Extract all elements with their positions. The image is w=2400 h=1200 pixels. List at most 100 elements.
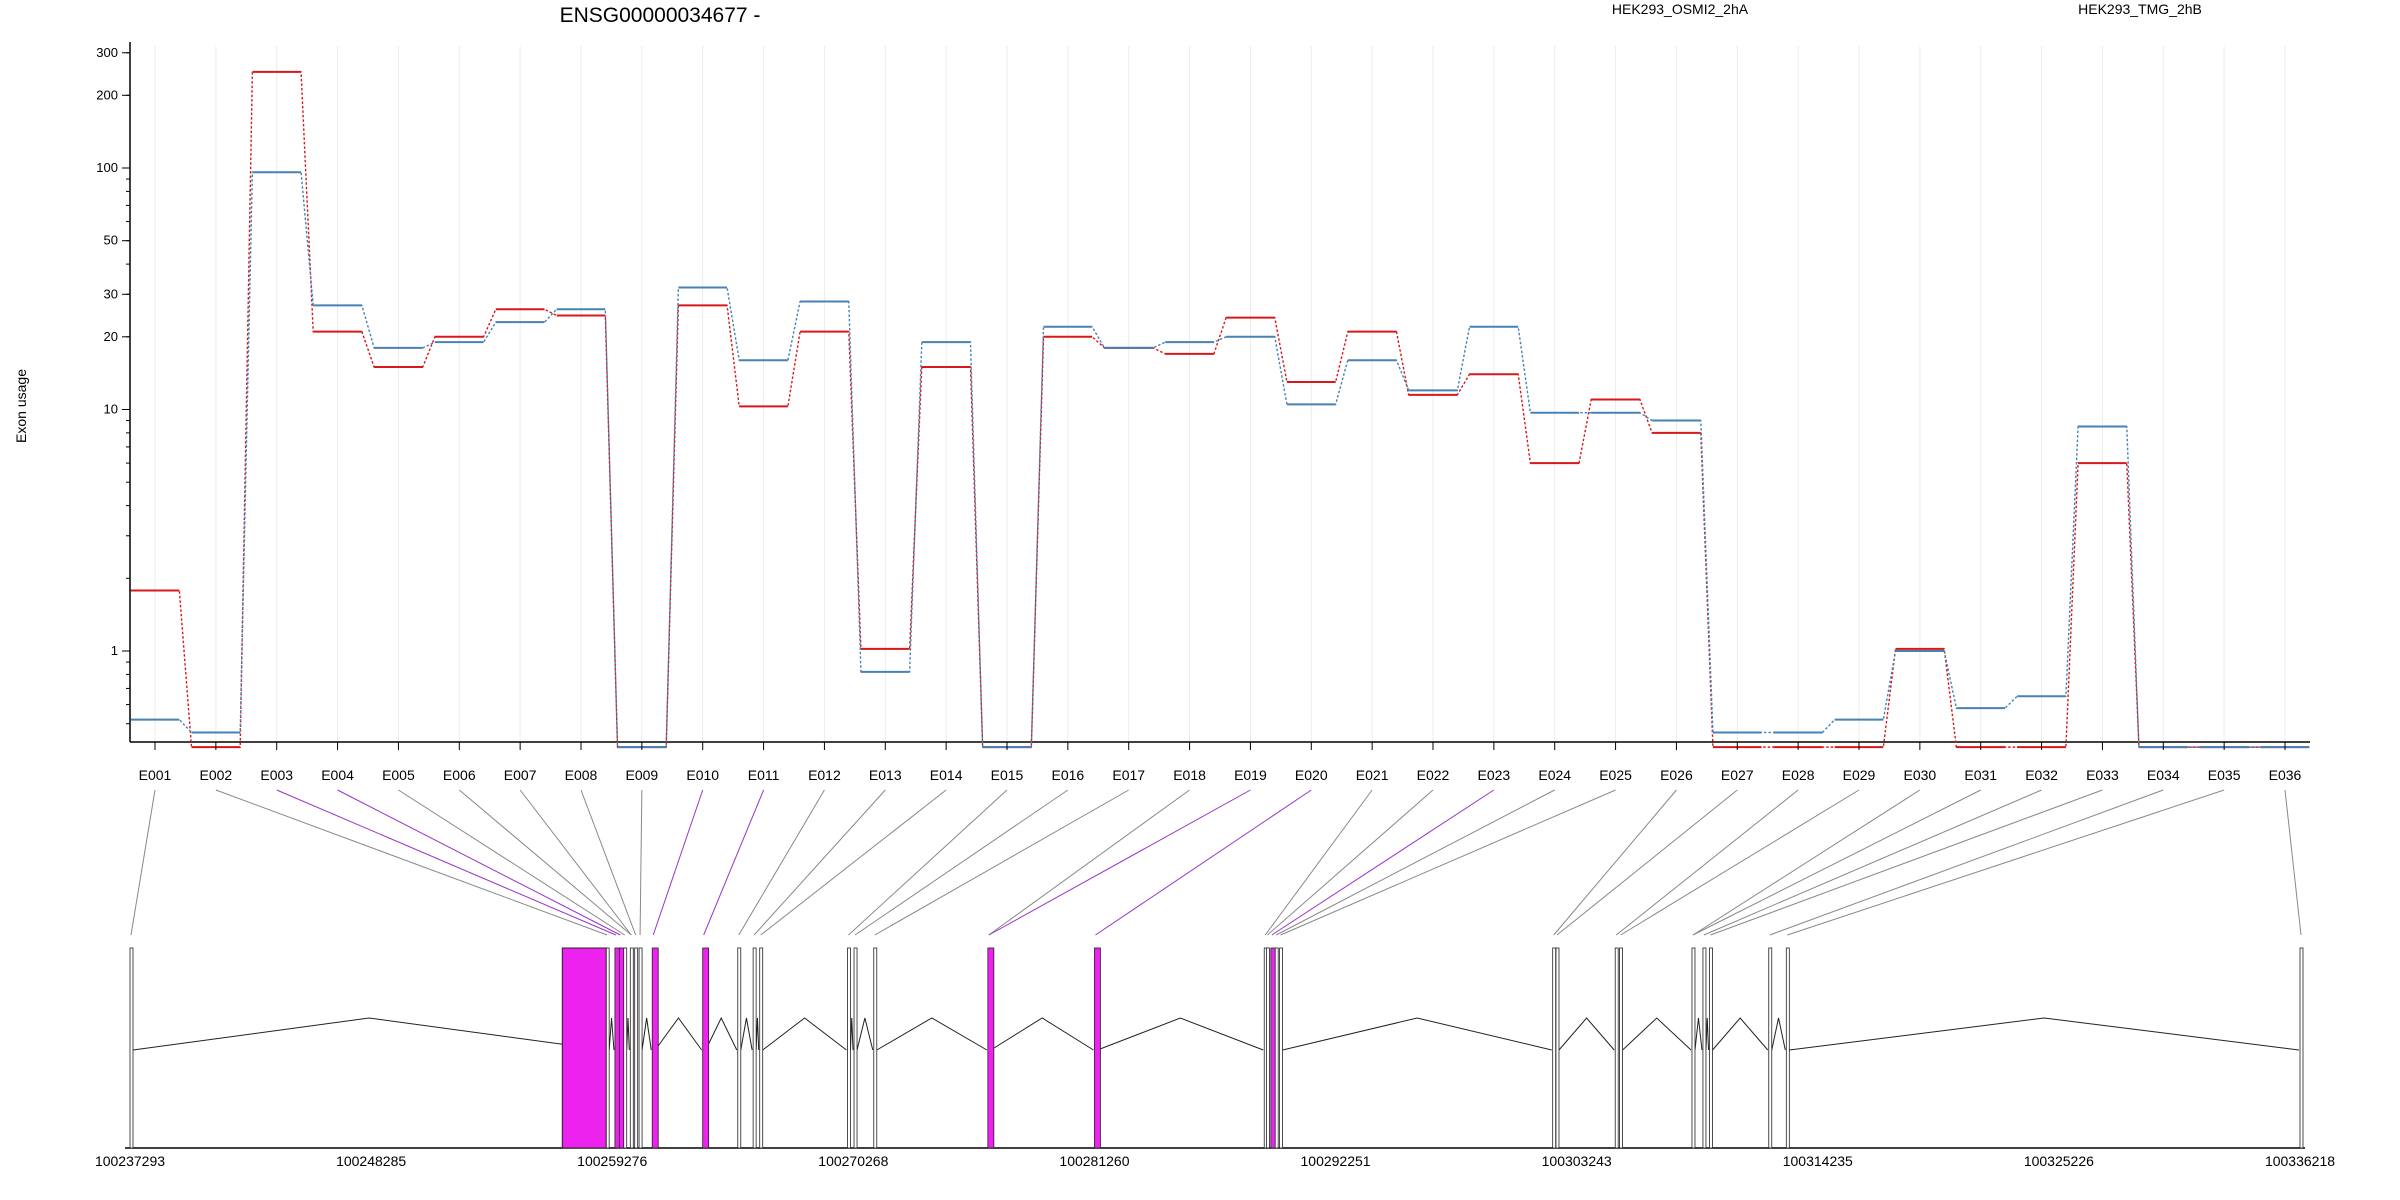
intron [1694,1017,1703,1051]
y-tick-label: 10 [104,402,118,417]
intron [1282,1017,1552,1051]
exon-label-e006: E006 [443,767,476,783]
exon-label-e014: E014 [930,767,963,783]
y-tick-label: 200 [96,87,118,102]
y-tick-label: 1 [111,643,118,658]
exon-label-e030: E030 [1904,767,1937,783]
intron [849,1017,854,1051]
exon-label-e013: E013 [869,767,902,783]
exon-label-e001: E001 [139,767,172,783]
exon-box [129,947,134,1149]
exon-label-e022: E022 [1417,767,1450,783]
connector-e027 [1556,789,1738,936]
intron [608,1017,615,1051]
exon-label-e029: E029 [1843,767,1876,783]
connector-e028 [1615,789,1799,936]
intron [705,1016,738,1051]
exon-label-e018: E018 [1173,767,1206,783]
intron [1705,1017,1710,1051]
connector-e017 [874,789,1129,936]
intron [1771,1017,1786,1051]
connector-e004 [337,789,621,936]
exon-label-e036: E036 [2269,767,2302,783]
coordinate-labels: 100237293 100248285 100259276 100270268 1002… [95,1153,2335,1169]
y-tick-label: 100 [96,160,118,175]
y-axis-label: Exon usage [13,369,29,443]
intron [990,1017,1094,1051]
connector-e034 [1769,789,2164,936]
connector-e025 [1280,789,1616,936]
exon-box [752,947,757,1149]
connector-e035 [1787,789,2225,936]
intron [641,1017,652,1051]
intron [1712,1017,1769,1051]
coordinate-label: 100237293 [95,1153,165,1169]
connector-e021 [1264,789,1373,936]
exon-label-e002: E002 [200,767,233,783]
connector-e006 [458,789,632,936]
axes: 1 10 20 30 50 100 200 300 [96,42,2310,743]
exon-box [2299,947,2304,1149]
exon-label-e021: E021 [1356,767,1389,783]
intron [1097,1017,1264,1051]
exon-box [1555,947,1560,1149]
exon-label-e017: E017 [1112,767,1145,783]
legend-entry-tmg: HEK293_TMG_2hB [2078,1,2202,17]
connector-e031 [1692,789,1981,936]
coordinate-label: 100292251 [1301,1153,1371,1169]
exon-label-e035: E035 [2208,767,2241,783]
connector-e032 [1703,789,2042,936]
exon-box [759,947,764,1149]
exon-box [1709,947,1713,1149]
exon-label-e027: E027 [1721,767,1754,783]
exon-label-e034: E034 [2147,767,2180,783]
connector-e033 [1710,789,2103,936]
exon-box [1266,947,1270,1149]
grid [154,46,2286,742]
exon-labels: E001 E002 E003 E004 E005 E006 E007 E008 E009 E010… [139,742,2302,783]
connector-e014 [760,789,947,936]
exon-box [853,947,858,1149]
coordinate-label: 100303243 [1542,1153,1612,1169]
exon-label-e009: E009 [626,767,659,783]
exon-box [1614,947,1619,1149]
exon-box [1768,947,1773,1149]
exon-label-e004: E004 [321,767,354,783]
exon-connectors [130,789,2302,936]
exon-label-e016: E016 [1052,767,1085,783]
connector-e019 [988,789,1251,936]
connector-e015 [848,789,1008,936]
connector-e011 [703,789,765,936]
intron [755,1017,760,1051]
connector-e008 [580,789,637,936]
exon-box [623,947,628,1149]
coordinate-label: 100248285 [336,1153,406,1169]
y-tick-label: 300 [96,45,118,60]
intron [626,1017,630,1051]
exon-label-e026: E026 [1660,767,1693,783]
exon-label-e008: E008 [565,767,598,783]
chart-title: ENSG00000034677 - [560,4,761,27]
connector-e005 [398,789,625,936]
intron [740,1017,753,1051]
intron [876,1017,988,1051]
y-tick-label: 50 [104,233,118,248]
exon-box [702,947,710,1149]
series-0 [130,70,2310,749]
connector-e018 [988,789,1190,936]
connector-e009 [639,789,643,936]
connector-e007 [519,789,632,936]
exon-label-e031: E031 [1964,767,1997,783]
y-tick-label: 20 [104,329,118,344]
exon-label-e020: E020 [1295,767,1328,783]
connector-e022 [1267,789,1434,936]
series-1 [130,171,2310,749]
y-tick-label: 30 [104,286,118,301]
exon-label-e024: E024 [1538,767,1571,783]
coordinate-label: 100270268 [818,1153,888,1169]
connector-e013 [753,789,886,936]
connector-e002 [215,789,608,936]
connector-e016 [854,789,1069,936]
exon-label-e003: E003 [260,767,293,783]
